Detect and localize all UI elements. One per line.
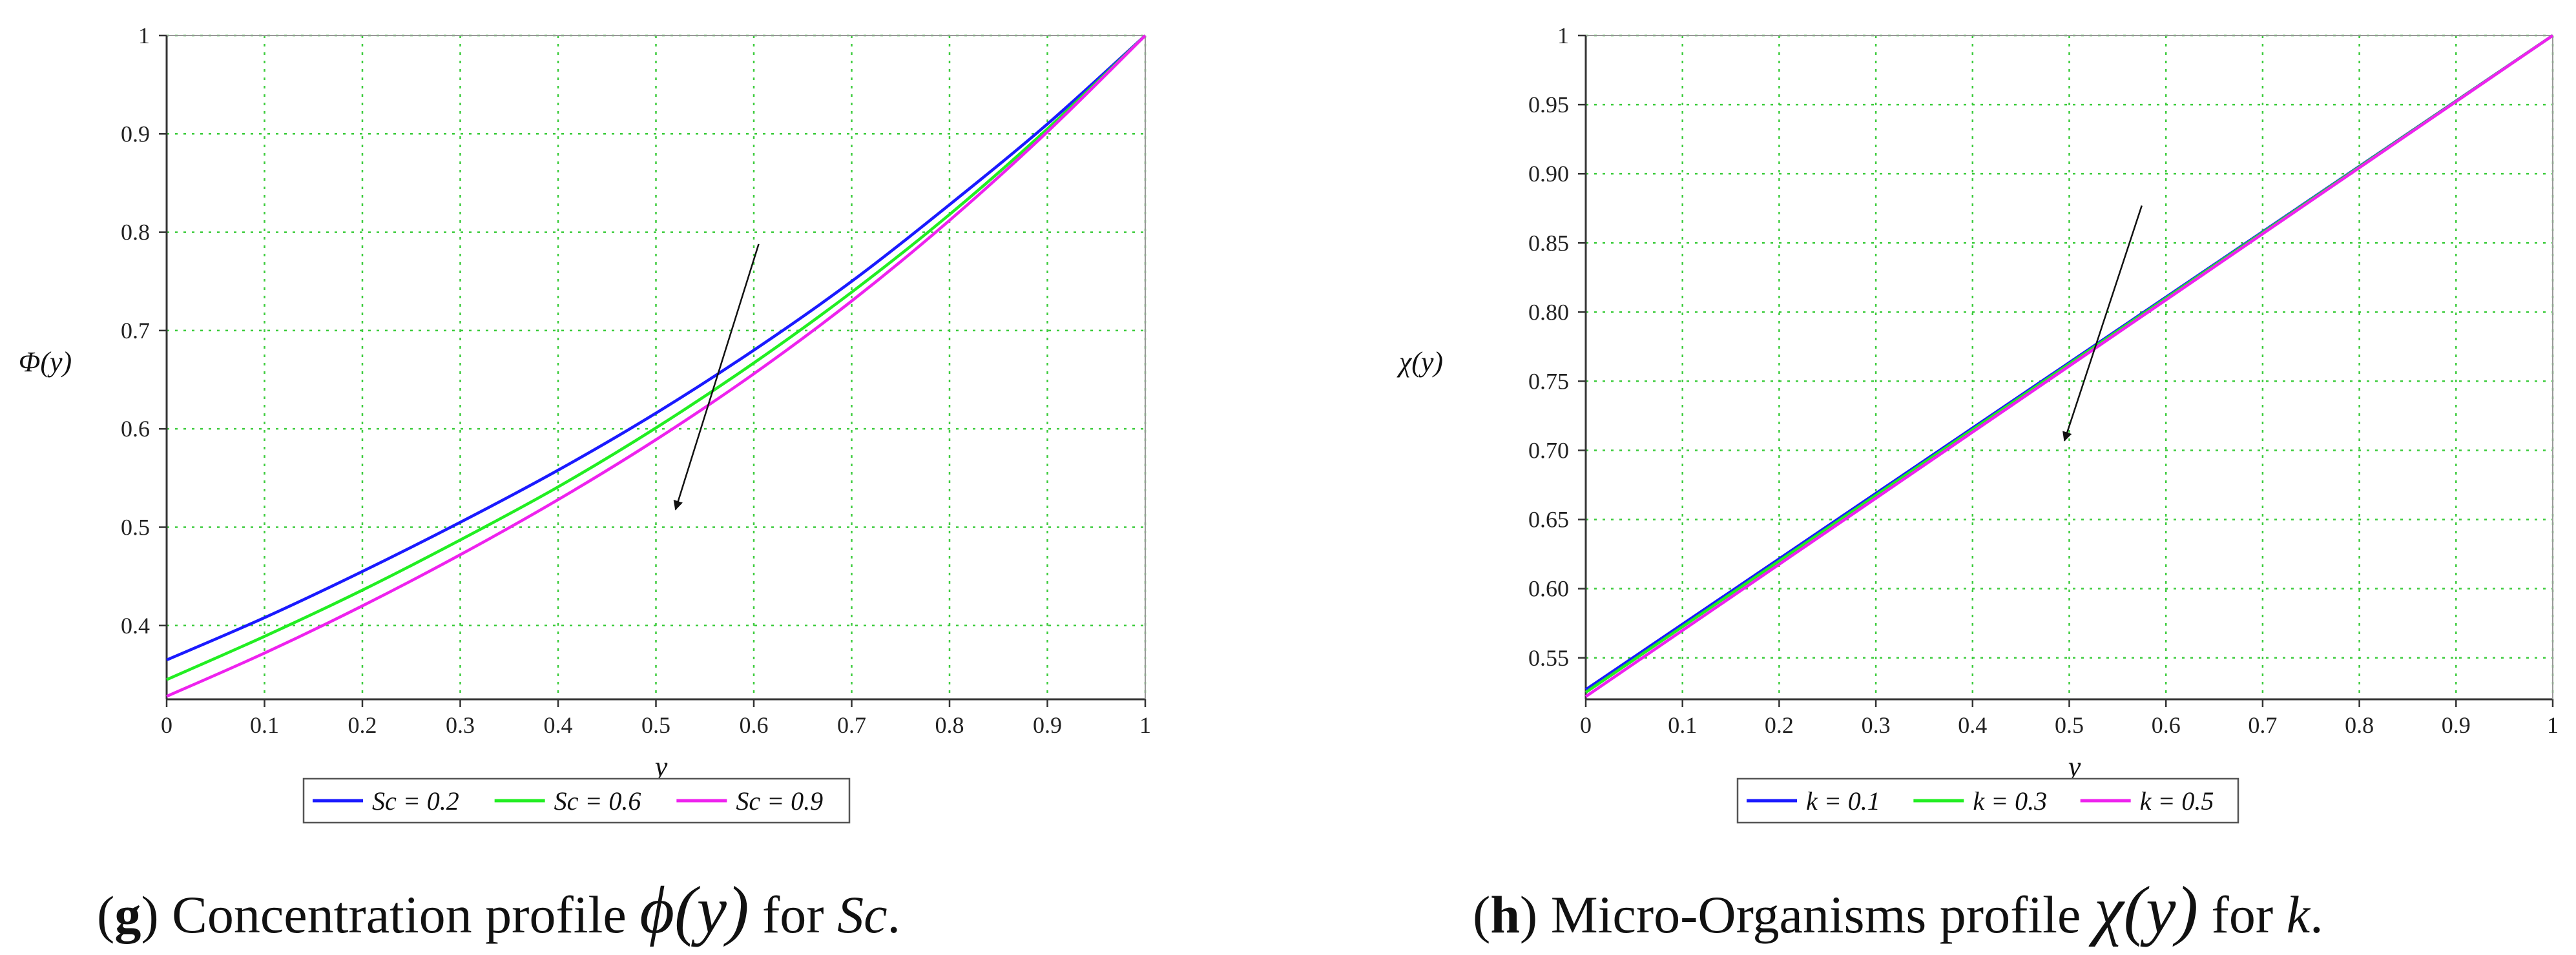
- trend-arrow: [2062, 205, 2143, 442]
- y-tick-label: 0.5: [121, 514, 150, 540]
- legend-entry: Sc = 0.2: [372, 786, 459, 816]
- y-tick-label: 0.75: [1528, 368, 1569, 394]
- chart-panel-micro-organisms: 0 0.1 0.2 0.3 0.4 0.5 0.6 0.7 0.8 0.9 1 0.55 0.60 0.6…: [1397, 23, 2559, 824]
- x-tick-label: 0.1: [250, 712, 279, 738]
- chart-panel-concentration: 0 0.1 0.2 0.3 0.4 0.5 0.6 0.7 0.8 0.9 1 0.4 0.5 0.6 0.…: [19, 23, 1151, 824]
- x-tick-label: 0.8: [2345, 712, 2374, 738]
- x-tick-label: 1: [2547, 712, 2559, 738]
- y-tick-label: 0.90: [1528, 161, 1569, 187]
- y-tick-label: 0.85: [1528, 230, 1569, 256]
- caption-symbol: ϕ(y): [639, 873, 749, 947]
- legend-entry: k = 0.5: [2140, 786, 2214, 816]
- y-tick-label: 0.60: [1528, 576, 1569, 602]
- legend-entry: Sc = 0.9: [736, 786, 823, 816]
- series-line: [166, 34, 1147, 698]
- x-axis-label: y: [652, 751, 668, 783]
- caption-param: k: [2286, 885, 2311, 944]
- y-tick-label: 0.9: [121, 121, 150, 147]
- y-axis-label: χ(y): [1397, 346, 1443, 378]
- y-tick-label: 0.6: [121, 416, 150, 442]
- legend-box: [302, 777, 851, 824]
- x-tick-label: 0: [161, 712, 172, 738]
- legend-entry: Sc = 0.6: [554, 786, 641, 816]
- x-tick-label: 0.2: [348, 712, 377, 738]
- caption-symbol: χ(y): [2093, 873, 2199, 947]
- y-tick-label: 0.65: [1528, 507, 1569, 533]
- y-tick-label: 0.95: [1528, 92, 1569, 118]
- caption-param: Sc: [837, 885, 888, 944]
- y-tick-label: 0.4: [121, 613, 150, 639]
- x-tick-label: 0.2: [1765, 712, 1794, 738]
- y-tick-label: 0.8: [121, 220, 150, 245]
- x-tick-label: 0: [1580, 712, 1592, 738]
- series-line: [166, 34, 1147, 662]
- y-tick-label: 0.70: [1528, 438, 1569, 464]
- y-tick-label: 1: [1557, 23, 1569, 48]
- x-tick-label: 0.4: [544, 712, 573, 738]
- x-tick-label: 0.5: [2055, 712, 2084, 738]
- x-tick-label: 0.6: [2152, 712, 2181, 738]
- x-tick-label: 0.8: [935, 712, 964, 738]
- y-tick-label: 0.55: [1528, 645, 1569, 671]
- y-axis-label: Φ(y): [19, 346, 72, 378]
- x-tick-label: 0.3: [1862, 712, 1891, 738]
- x-tick-label: 0.5: [641, 712, 670, 738]
- x-tick-label: 0.1: [1668, 712, 1697, 738]
- legend-box: [1736, 777, 2239, 824]
- x-tick-label: 0.6: [740, 712, 769, 738]
- x-tick-label: 0.9: [1033, 712, 1062, 738]
- x-tick-label: 0.3: [446, 712, 475, 738]
- y-tick-label: 1: [138, 23, 150, 48]
- y-tick-label: 0.7: [121, 318, 150, 344]
- x-tick-label: 0.9: [2442, 712, 2471, 738]
- figure-caption-h: (h) Micro-Organisms profile χ(y) for k.: [1473, 873, 2323, 947]
- x-tick-label: 0.4: [1958, 712, 1987, 738]
- x-tick-label: 0.7: [837, 712, 866, 738]
- x-tick-label: 0.7: [2248, 712, 2277, 738]
- x-axis-label: y: [2066, 751, 2081, 783]
- series-line: [1584, 34, 2554, 698]
- y-tick-label: 0.80: [1528, 299, 1569, 325]
- series-line: [166, 34, 1147, 681]
- legend-entry: k = 0.3: [1973, 786, 2047, 816]
- x-tick-label: 1: [1139, 712, 1151, 738]
- legend-entry: k = 0.1: [1806, 786, 1880, 816]
- trend-arrow: [673, 243, 760, 511]
- figure-caption-g: (g) Concentration profile ϕ(y) for Sc.: [97, 873, 901, 947]
